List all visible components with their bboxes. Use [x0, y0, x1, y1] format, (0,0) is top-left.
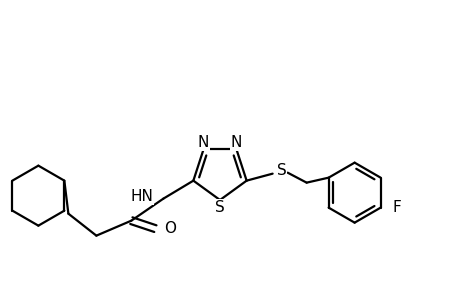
Text: F: F — [392, 200, 401, 215]
Text: S: S — [276, 163, 286, 178]
Text: HN: HN — [130, 189, 153, 204]
Text: N: N — [197, 135, 209, 150]
Text: S: S — [215, 200, 224, 214]
Text: O: O — [164, 221, 176, 236]
Text: N: N — [230, 135, 241, 150]
